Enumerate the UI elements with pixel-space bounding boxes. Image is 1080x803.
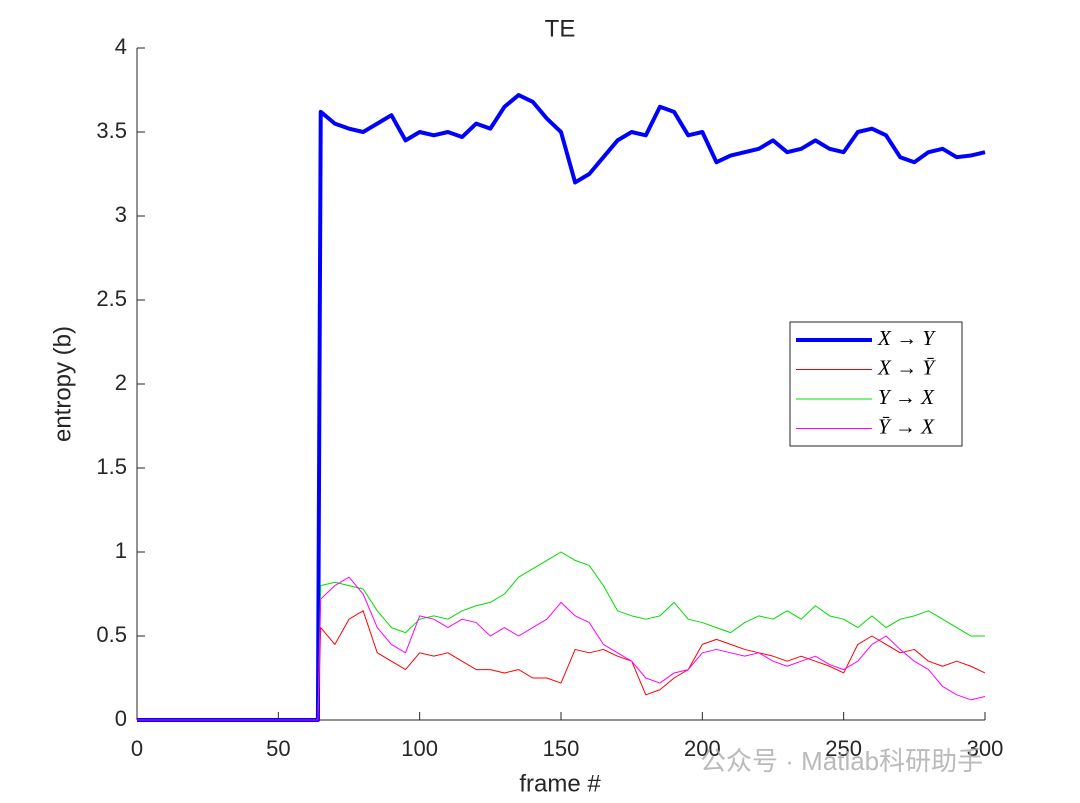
y-tick-label: 0.5 <box>96 622 127 647</box>
x-tick-label: 0 <box>131 736 143 761</box>
legend-label: X → Ȳ <box>877 355 936 379</box>
series-line <box>137 551 985 721</box>
x-tick-label: 100 <box>401 736 438 761</box>
y-tick-label: 0 <box>115 706 127 731</box>
watermark: 公众号 · Matlab科研助手 <box>700 746 983 776</box>
y-tick-label: 4 <box>115 34 127 59</box>
y-tick-label: 3.5 <box>96 118 127 143</box>
x-tick-label: 150 <box>543 736 580 761</box>
x-tick-label: 250 <box>825 736 862 761</box>
legend-box <box>789 321 963 447</box>
x-tick-label: 300 <box>967 736 1004 761</box>
y-tick-label: 2 <box>115 370 127 395</box>
legend: X → Y X → Ȳ Y → X Ȳ → X <box>789 321 963 447</box>
legend-label: X → Y <box>877 326 936 350</box>
x-tick-label: 50 <box>266 736 290 761</box>
x-axis-label: frame # <box>519 770 601 797</box>
y-tick-label: 3 <box>115 202 127 227</box>
chart-title: TE <box>545 15 576 42</box>
y-tick-label: 1.5 <box>96 454 127 479</box>
y-axis-label: entropy (b) <box>49 326 76 442</box>
series-line <box>137 576 986 721</box>
y-tick-label: 2.5 <box>96 286 127 311</box>
legend-label: Y → X <box>878 385 935 409</box>
x-tick-label: 200 <box>684 736 721 761</box>
legend-label: Ȳ → X <box>878 414 935 438</box>
y-tick-label: 1 <box>115 538 127 563</box>
